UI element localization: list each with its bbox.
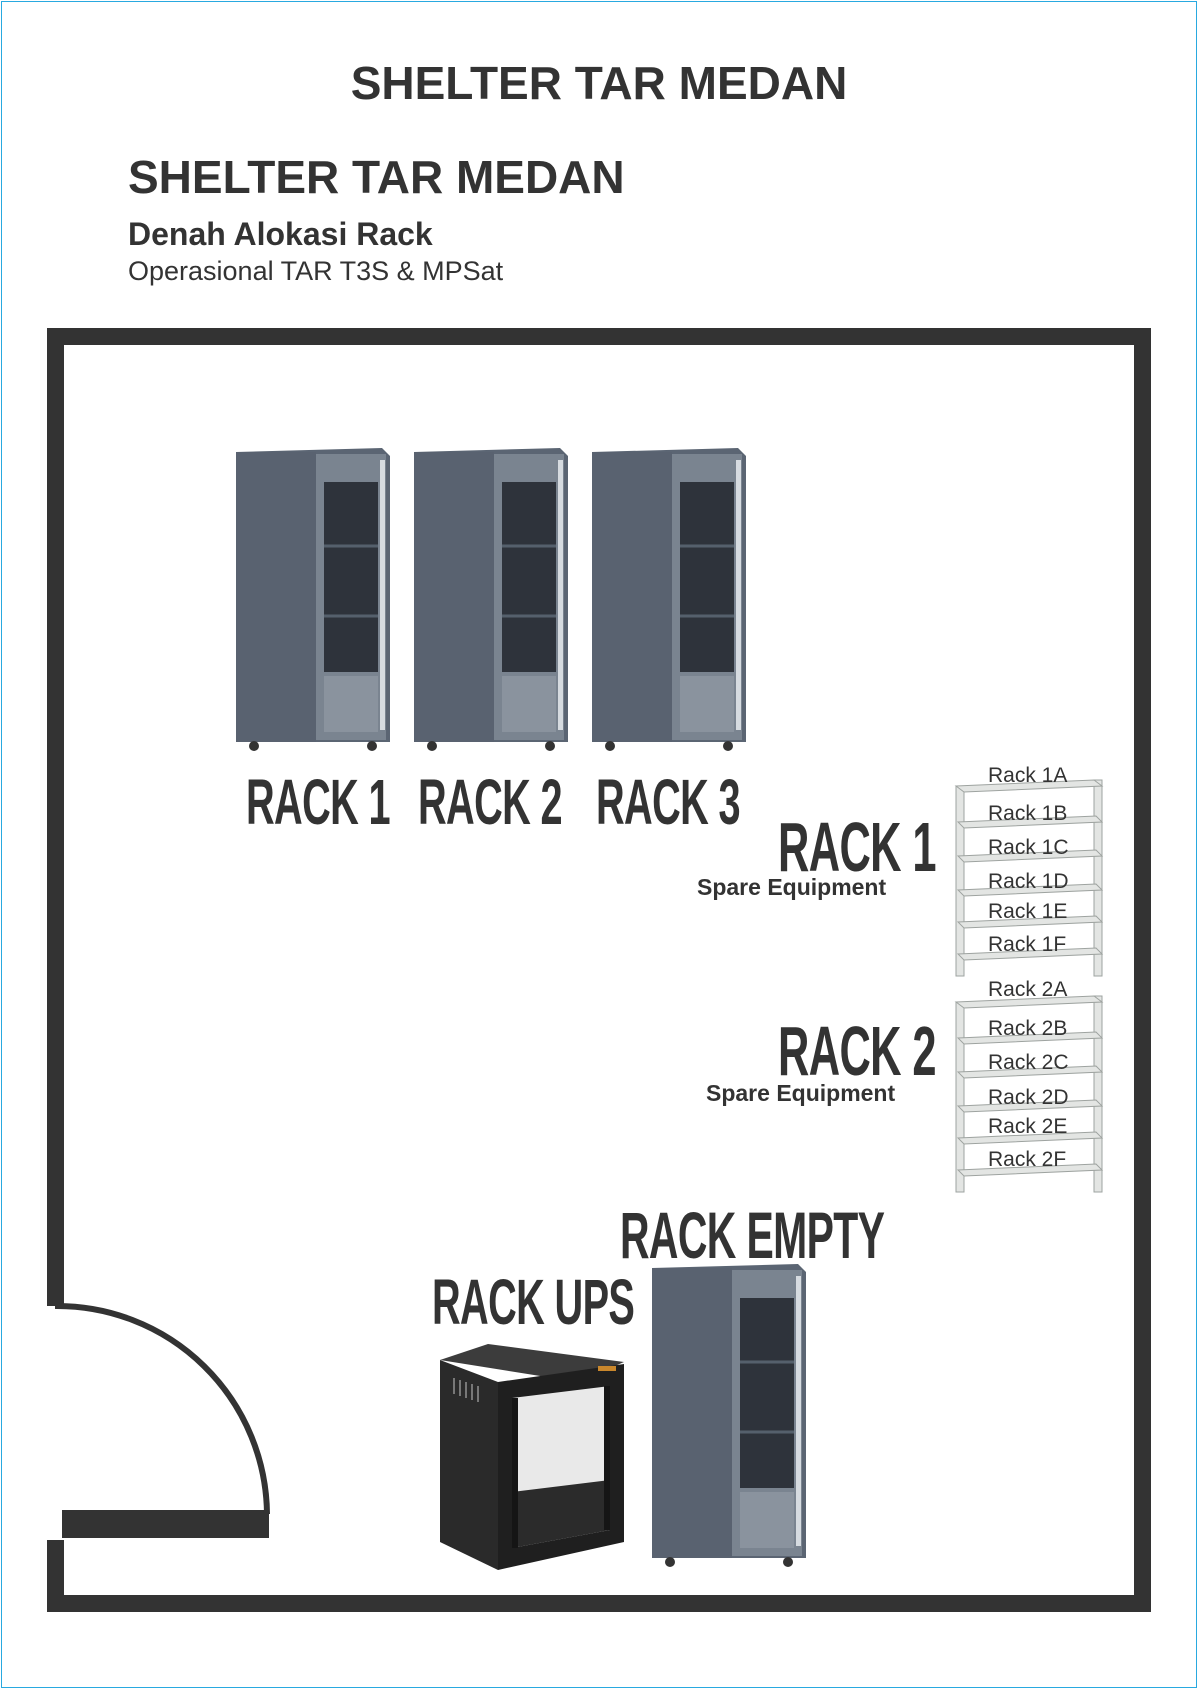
wall-left-lower — [47, 1540, 64, 1612]
shelf-2b-label: Rack 2B — [988, 1017, 1068, 1040]
server-cabinet-empty — [648, 1262, 808, 1570]
shelf-2a-label: Rack 2A — [988, 978, 1068, 1001]
plan-title: SHELTER TAR MEDAN — [128, 151, 625, 203]
door-jamb — [62, 1510, 269, 1538]
ups-rack-cabinet — [438, 1342, 626, 1572]
plan-heading: Denah Alokasi Rack — [128, 216, 433, 252]
spare-rack-1-label: RACK 1 — [778, 808, 936, 886]
rack-3-label: RACK 3 — [596, 766, 741, 838]
server-cabinet-3 — [588, 446, 748, 754]
storage-shelf-2 — [954, 992, 1104, 1196]
rack-ups-label: RACK UPS — [432, 1266, 635, 1338]
shelf-1f-label: Rack 1F — [988, 933, 1067, 956]
shelf-1c-label: Rack 1C — [988, 836, 1069, 859]
shelf-2c-label: Rack 2C — [988, 1051, 1069, 1074]
shelf-1a-label: Rack 1A — [988, 764, 1068, 787]
shelf-1d-label: Rack 1D — [988, 870, 1069, 893]
wall-right — [1134, 328, 1151, 1612]
shelf-1e-label: Rack 1E — [988, 900, 1068, 923]
shelf-2f-label: Rack 2F — [988, 1148, 1067, 1171]
rack-1-label: RACK 1 — [246, 766, 391, 838]
shelf-2e-label: Rack 2E — [988, 1115, 1068, 1138]
wall-top — [47, 328, 1151, 345]
plan-caption: Operasional TAR T3S & MPSat — [128, 256, 504, 286]
storage-shelf-1 — [954, 776, 1104, 980]
server-cabinet-2 — [410, 446, 570, 754]
shelf-1b-label: Rack 1B — [988, 802, 1068, 825]
shelf-2d-label: Rack 2D — [988, 1086, 1069, 1109]
spare-rack-1-caption: Spare Equipment — [697, 874, 887, 900]
spare-rack-2-caption: Spare Equipment — [706, 1080, 896, 1106]
server-cabinet-1 — [232, 446, 392, 754]
rack-2-label: RACK 2 — [418, 766, 563, 838]
spare-rack-2-label: RACK 2 — [778, 1012, 936, 1090]
wall-bottom — [47, 1595, 1151, 1612]
rack-empty-label: RACK EMPTY — [620, 1198, 885, 1272]
wall-left-upper — [47, 328, 64, 1306]
page-title: SHELTER TAR MEDAN — [350, 57, 848, 109]
